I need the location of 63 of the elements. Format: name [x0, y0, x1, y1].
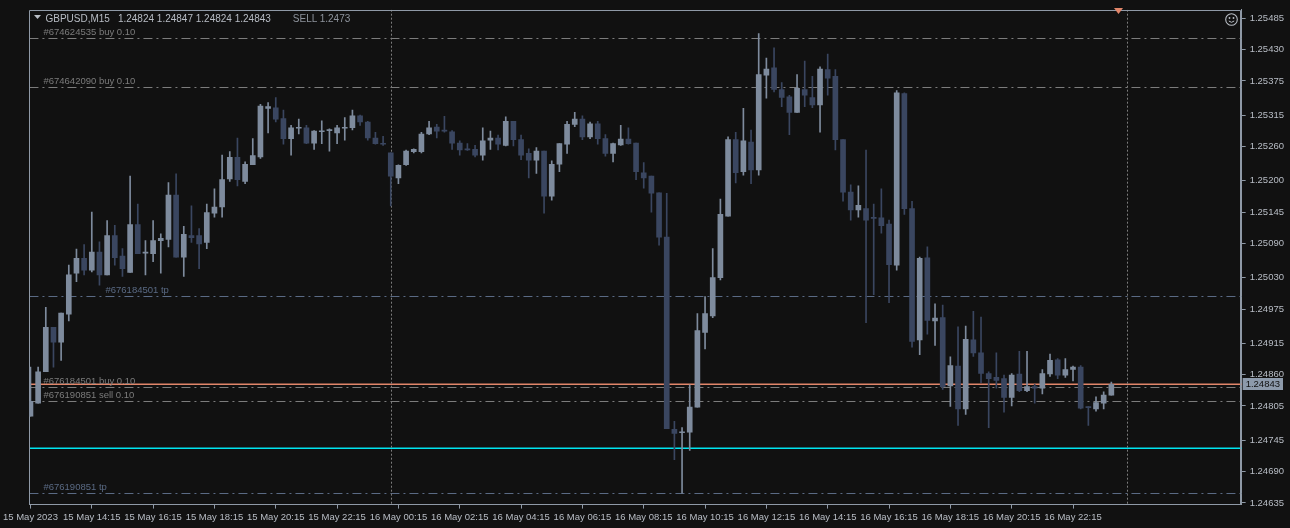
y-tick-label: 1.25315 [1249, 108, 1284, 120]
x-tick-label: 15 May 16:15 [124, 510, 182, 522]
ref-line-label: #676184501 buy 0.10 [43, 374, 136, 386]
y-tick-label: 1.24860 [1249, 368, 1284, 380]
candlestick [157, 233, 164, 274]
ref-line-label: #674624535 buy 0.10 [43, 26, 136, 38]
x-tick-label: 15 May 18:15 [185, 510, 244, 522]
y-tick-label: 1.25375 [1249, 74, 1284, 86]
y-tick-label: 1.25200 [1249, 174, 1284, 186]
y-tick-label: 1.25145 [1249, 205, 1284, 217]
candlestick [318, 120, 325, 145]
x-tick-label: 16 May 02:15 [430, 510, 489, 522]
ref-line-label: #674642090 buy 0.10 [43, 74, 136, 86]
x-tick-label: 15 May 20:15 [246, 510, 305, 522]
x-tick-label: 16 May 00:15 [369, 510, 428, 522]
candlestick [1070, 365, 1076, 382]
x-tick-label: 16 May 06:15 [553, 510, 612, 522]
candlestick [863, 149, 869, 324]
candlestick [1031, 383, 1038, 404]
y-tick-label: 1.24745 [1249, 433, 1284, 445]
candlestick [341, 117, 348, 141]
y-tick-label: 1.25090 [1249, 237, 1284, 249]
ref-line-label: 1.24843 [1245, 378, 1280, 390]
y-tick-label: 1.25260 [1249, 140, 1284, 152]
y-tick-label: 1.25030 [1249, 271, 1284, 283]
x-tick-label: 16 May 16:15 [860, 510, 918, 522]
x-tick-label: 16 May 04:15 [492, 510, 550, 522]
y-tick-label: 1.24690 [1249, 465, 1284, 477]
annotation: SELL 1.2473 [292, 12, 351, 24]
candlestick [932, 303, 938, 346]
candlestick [824, 53, 831, 96]
y-tick-label: 1.24915 [1249, 336, 1284, 348]
ref-line-label: #676190851 sell 0.10 [43, 389, 135, 401]
candlestick [1024, 350, 1030, 393]
x-tick-label: 16 May 20:15 [982, 510, 1041, 522]
candlestick [265, 102, 271, 134]
candlestick [196, 228, 202, 269]
candlestick [380, 135, 386, 146]
chart-title: GBPUSD,M15 [45, 12, 111, 24]
candlestick [295, 118, 302, 135]
x-tick-label: 16 May 14:15 [798, 510, 857, 522]
y-tick-label: 1.24975 [1249, 302, 1284, 314]
chart-subtitle: 1.24824 1.24847 1.24824 1.24843 [117, 12, 272, 24]
x-tick-label: 15 May 2023 [3, 510, 58, 522]
x-tick-label: 15 May 14:15 [63, 510, 121, 522]
x-tick-label: 16 May 10:15 [676, 510, 734, 522]
y-tick-label: 1.25430 [1249, 43, 1284, 55]
candlestick [525, 148, 532, 179]
x-tick-label: 16 May 18:15 [921, 510, 980, 522]
y-tick-label: 1.24805 [1249, 399, 1284, 411]
x-tick-label: 15 May 22:15 [308, 510, 366, 522]
x-tick-label: 16 May 22:15 [1044, 510, 1102, 522]
y-tick-label: 1.24635 [1249, 496, 1284, 508]
candlestick [870, 203, 877, 296]
y-tick-label: 1.25485 [1249, 11, 1284, 23]
candlestick [640, 162, 647, 189]
x-tick-label: 16 May 08:15 [614, 510, 673, 522]
candlestick [679, 427, 685, 494]
ref-line-label: #676184501 tp [105, 284, 169, 296]
x-tick-label: 16 May 12:15 [737, 510, 796, 522]
ref-line-label: #676190851 tp [43, 480, 107, 492]
candlestick [801, 60, 808, 107]
candlestick [985, 371, 992, 428]
